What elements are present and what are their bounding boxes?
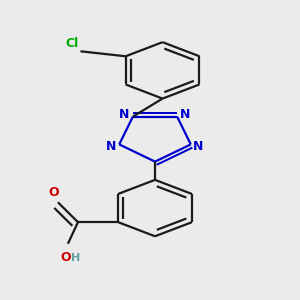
Text: H: H	[71, 253, 80, 263]
Text: O: O	[60, 251, 71, 264]
Text: N: N	[193, 140, 203, 153]
Text: N: N	[106, 140, 116, 153]
Text: N: N	[179, 108, 190, 121]
Text: O: O	[48, 186, 59, 199]
Text: Cl: Cl	[66, 38, 79, 50]
Text: N: N	[119, 108, 130, 121]
